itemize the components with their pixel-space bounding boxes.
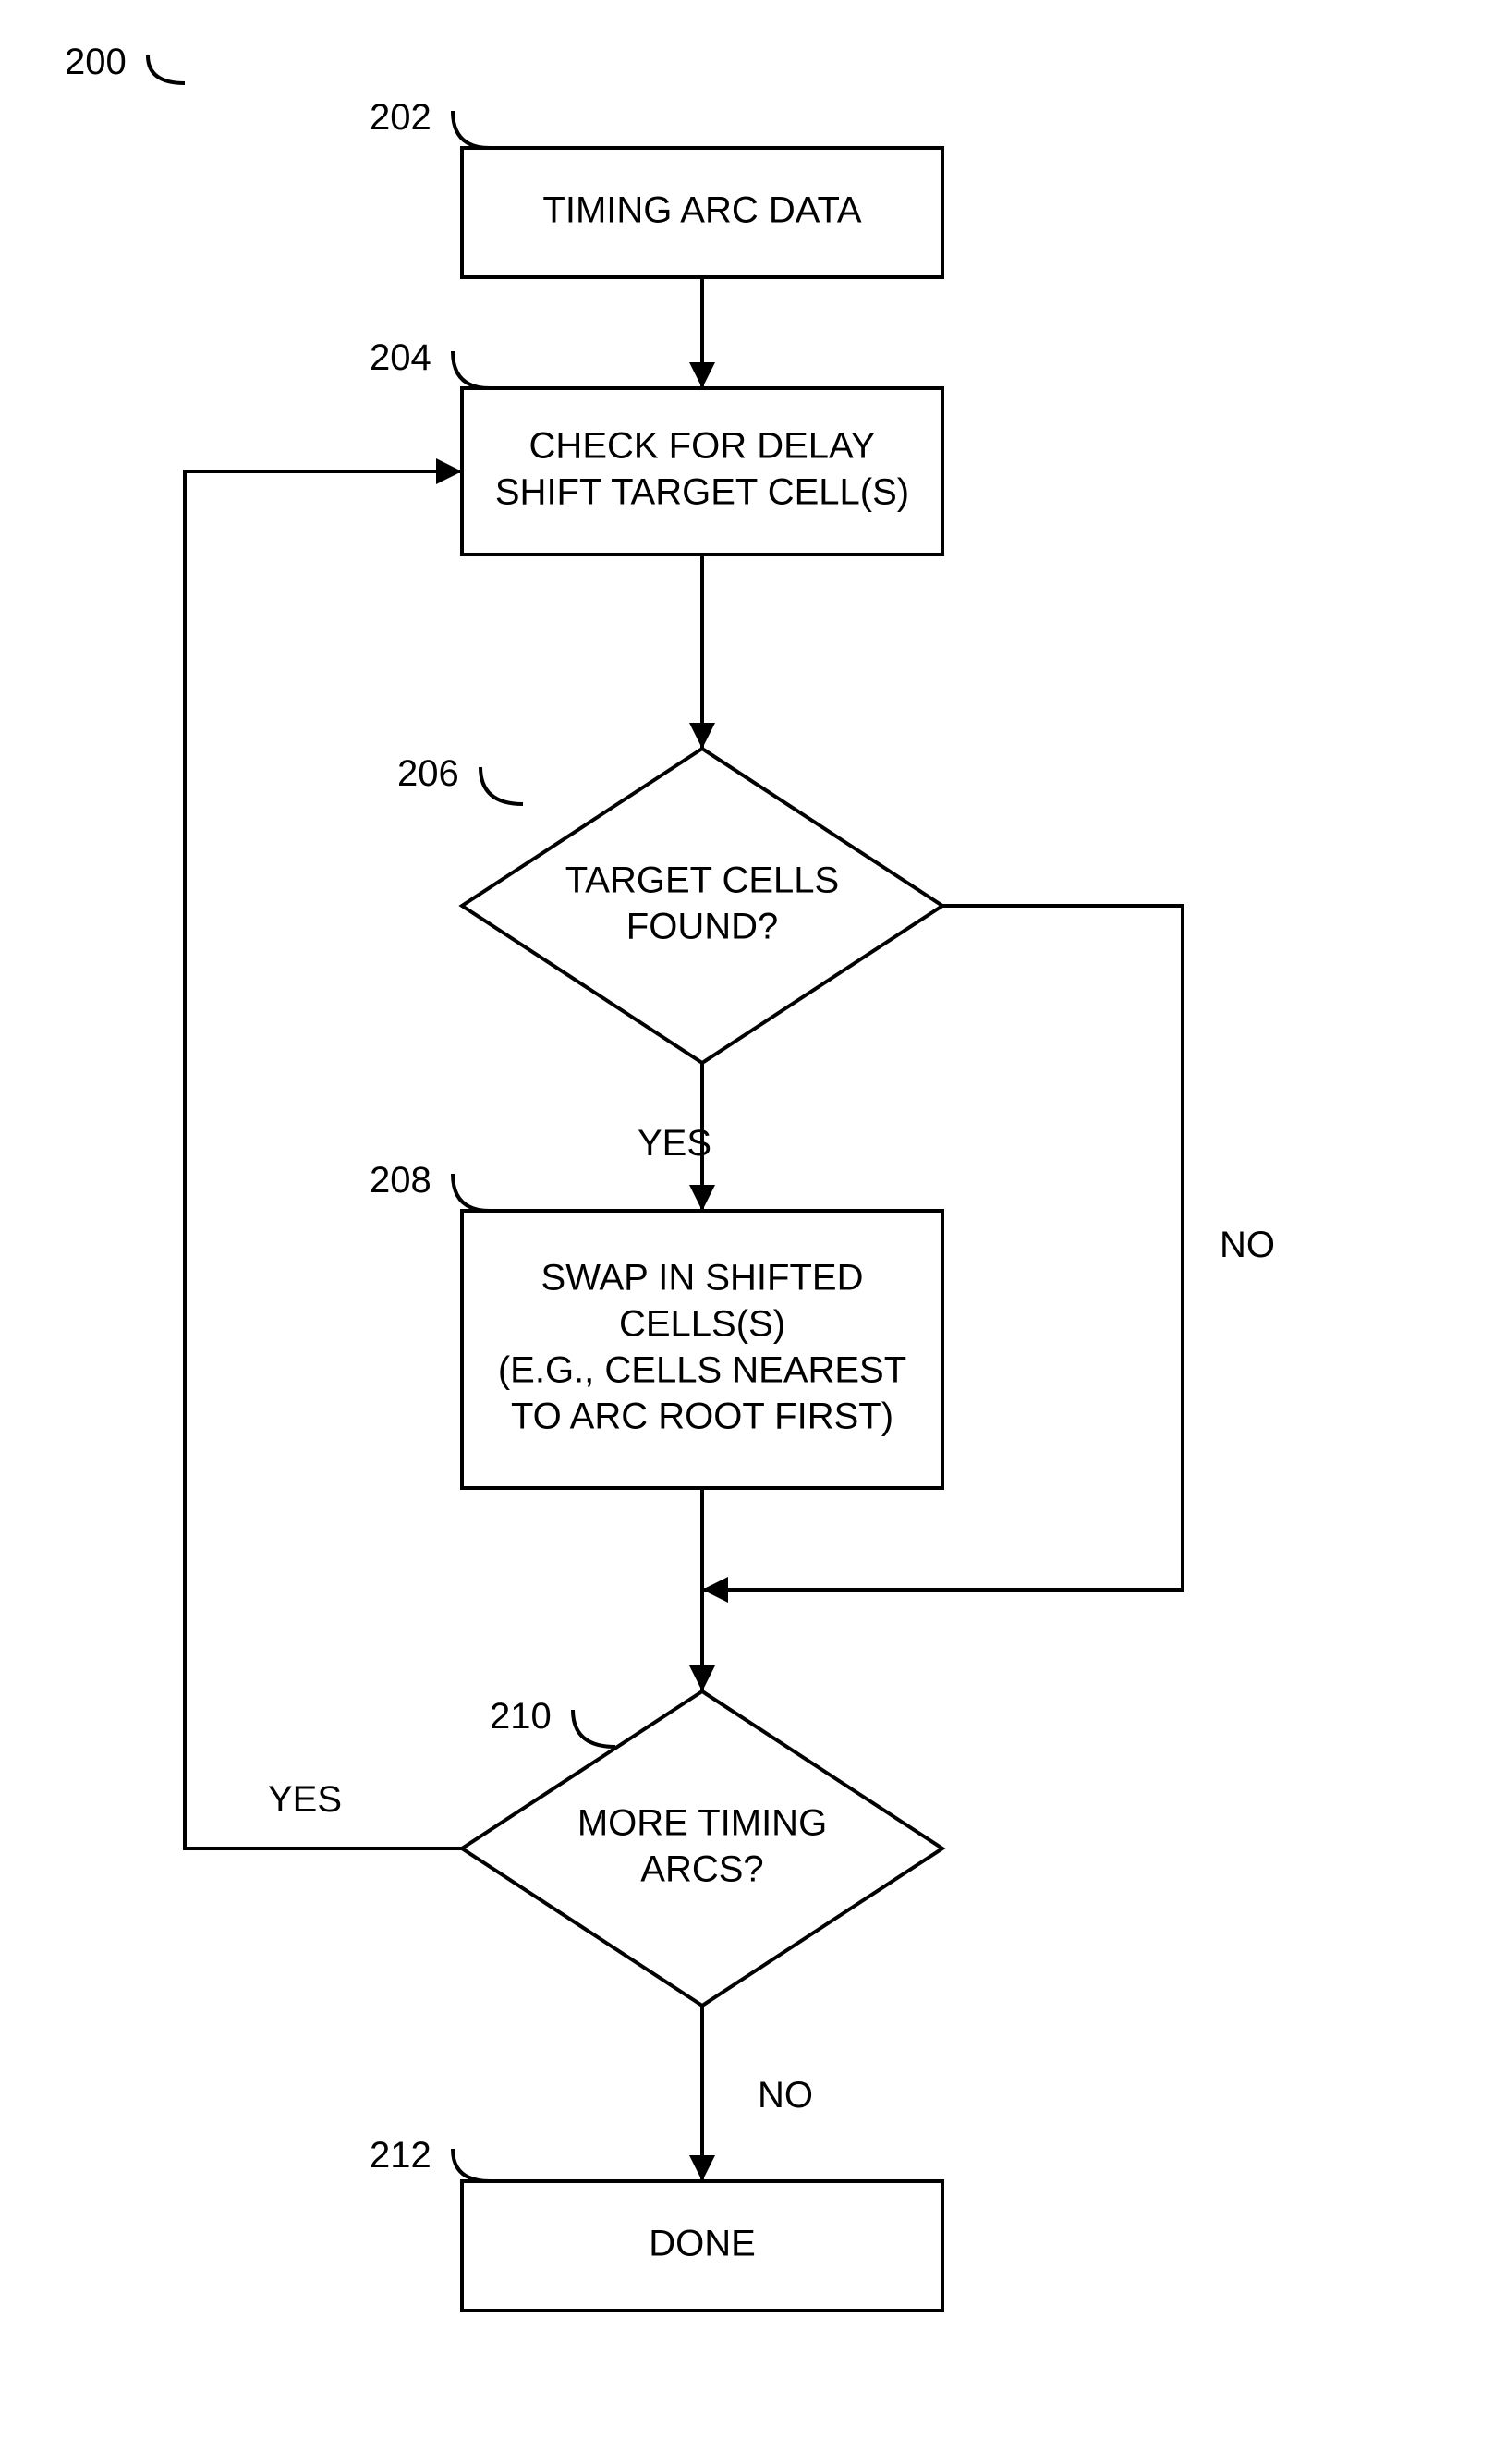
- node-n204-text-line-0: CHECK FOR DELAY: [529, 426, 876, 467]
- arrowhead-n210-n204: [436, 458, 462, 484]
- ref-label-200: 200: [65, 42, 127, 82]
- arrowhead-n206-n208: [689, 1185, 715, 1211]
- arrowhead-n204-n206: [689, 723, 715, 749]
- edge-label-n206-merge: NO: [1220, 1225, 1275, 1265]
- node-n208-text-line-3: TO ARC ROOT FIRST): [511, 1397, 893, 1437]
- edge-label-n210-n212: NO: [758, 2075, 813, 2116]
- ref-label-210: 210: [490, 1696, 552, 1737]
- node-n206-text-line-0: TARGET CELLS: [565, 860, 839, 901]
- arrowhead-n208-merge: [689, 1665, 715, 1691]
- ref-hook-212: [453, 2149, 490, 2181]
- ref-label-204: 204: [370, 337, 431, 378]
- node-n208-text-line-1: CELLS(S): [619, 1304, 785, 1345]
- arrowhead-n206-merge: [702, 1577, 728, 1603]
- flowchart-canvas: YES NO NO YES TIMING ARC DATA CHECK FOR DELAY…: [0, 0, 1494, 2464]
- node-n206-text-line-1: FOUND?: [626, 907, 778, 947]
- ref-label-212: 212: [370, 2135, 431, 2176]
- edge-label-n206-n208: YES: [638, 1123, 711, 1164]
- arrowhead-n202-n204: [689, 362, 715, 388]
- node-n210-text-line-1: ARCS?: [640, 1849, 763, 1890]
- ref-hook-202: [453, 111, 490, 148]
- ref-label-206: 206: [397, 753, 459, 794]
- node-n210-text-line-0: MORE TIMING: [577, 1803, 827, 1844]
- ref-hook-204: [453, 351, 490, 388]
- ref-label-208: 208: [370, 1160, 431, 1201]
- ref-hook-206: [480, 767, 523, 804]
- node-n202-text-line-0: TIMING ARC DATA: [542, 190, 862, 231]
- node-n212-text-line-0: DONE: [649, 2224, 756, 2264]
- edge-label-n210-n204: YES: [268, 1779, 342, 1820]
- ref-hook-208: [453, 1174, 490, 1211]
- node-n208-text-line-0: SWAP IN SHIFTED: [541, 1258, 864, 1299]
- ref-hook-200: [148, 55, 185, 83]
- arrowhead-n210-n212: [689, 2155, 715, 2181]
- ref-hook-210: [573, 1710, 615, 1747]
- node-n204-text-line-1: SHIFT TARGET CELL(S): [495, 472, 909, 513]
- node-n208-text-line-2: (E.G., CELLS NEAREST: [498, 1350, 906, 1391]
- ref-label-202: 202: [370, 97, 431, 138]
